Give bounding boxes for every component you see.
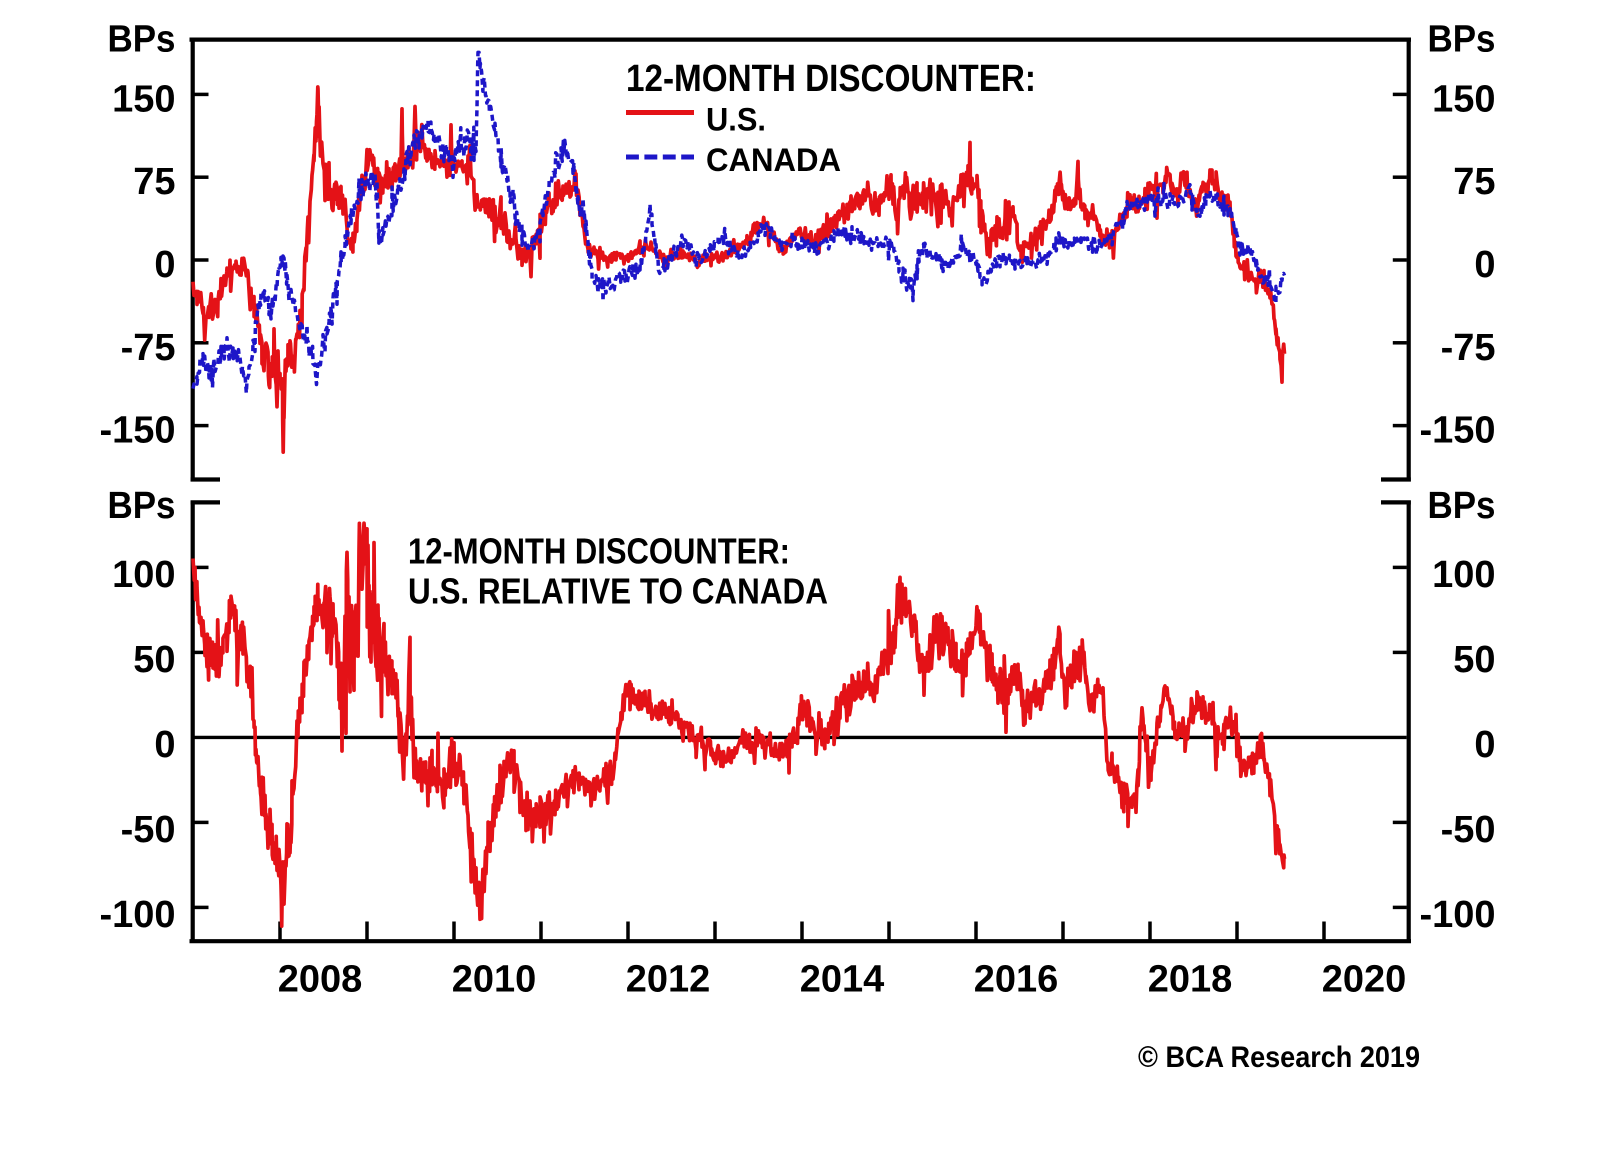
- svg-text:2008: 2008: [278, 959, 363, 1001]
- svg-text:-100: -100: [99, 894, 175, 936]
- svg-text:12-MONTH DISCOUNTER:: 12-MONTH DISCOUNTER:: [626, 58, 1036, 100]
- svg-text:0: 0: [1474, 724, 1495, 766]
- svg-text:75: 75: [133, 161, 175, 203]
- svg-text:12-MONTH DISCOUNTER:: 12-MONTH DISCOUNTER:: [408, 531, 790, 572]
- svg-text:BPs: BPs: [1428, 19, 1496, 61]
- svg-text:CANADA: CANADA: [706, 142, 841, 178]
- svg-text:-100: -100: [1419, 894, 1495, 936]
- svg-text:150: 150: [1432, 78, 1495, 120]
- svg-text:2020: 2020: [1322, 959, 1407, 1001]
- svg-text:BPs: BPs: [108, 485, 176, 527]
- svg-text:© BCA Research 2019: © BCA Research 2019: [1138, 1041, 1420, 1074]
- svg-text:2018: 2018: [1148, 959, 1233, 1001]
- svg-text:50: 50: [1453, 639, 1495, 681]
- svg-text:75: 75: [1453, 161, 1495, 203]
- svg-text:U.S. RELATIVE TO CANADA: U.S. RELATIVE TO CANADA: [408, 571, 828, 612]
- svg-text:-150: -150: [99, 410, 175, 452]
- svg-text:-50: -50: [121, 809, 176, 851]
- svg-text:0: 0: [154, 724, 175, 766]
- svg-text:100: 100: [112, 554, 175, 596]
- svg-text:BPs: BPs: [1428, 485, 1496, 527]
- svg-text:-50: -50: [1441, 809, 1496, 851]
- svg-text:2016: 2016: [974, 959, 1059, 1001]
- svg-text:-150: -150: [1419, 410, 1495, 452]
- svg-text:BPs: BPs: [108, 19, 176, 61]
- svg-text:2014: 2014: [800, 959, 885, 1001]
- svg-text:100: 100: [1432, 554, 1495, 596]
- svg-text:-75: -75: [1441, 327, 1496, 369]
- svg-text:-75: -75: [121, 327, 176, 369]
- svg-text:0: 0: [154, 244, 175, 286]
- svg-text:U.S.: U.S.: [706, 102, 766, 138]
- svg-text:50: 50: [133, 639, 175, 681]
- svg-text:2012: 2012: [626, 959, 711, 1001]
- svg-text:2010: 2010: [452, 959, 537, 1001]
- svg-text:0: 0: [1474, 244, 1495, 286]
- svg-text:150: 150: [112, 78, 175, 120]
